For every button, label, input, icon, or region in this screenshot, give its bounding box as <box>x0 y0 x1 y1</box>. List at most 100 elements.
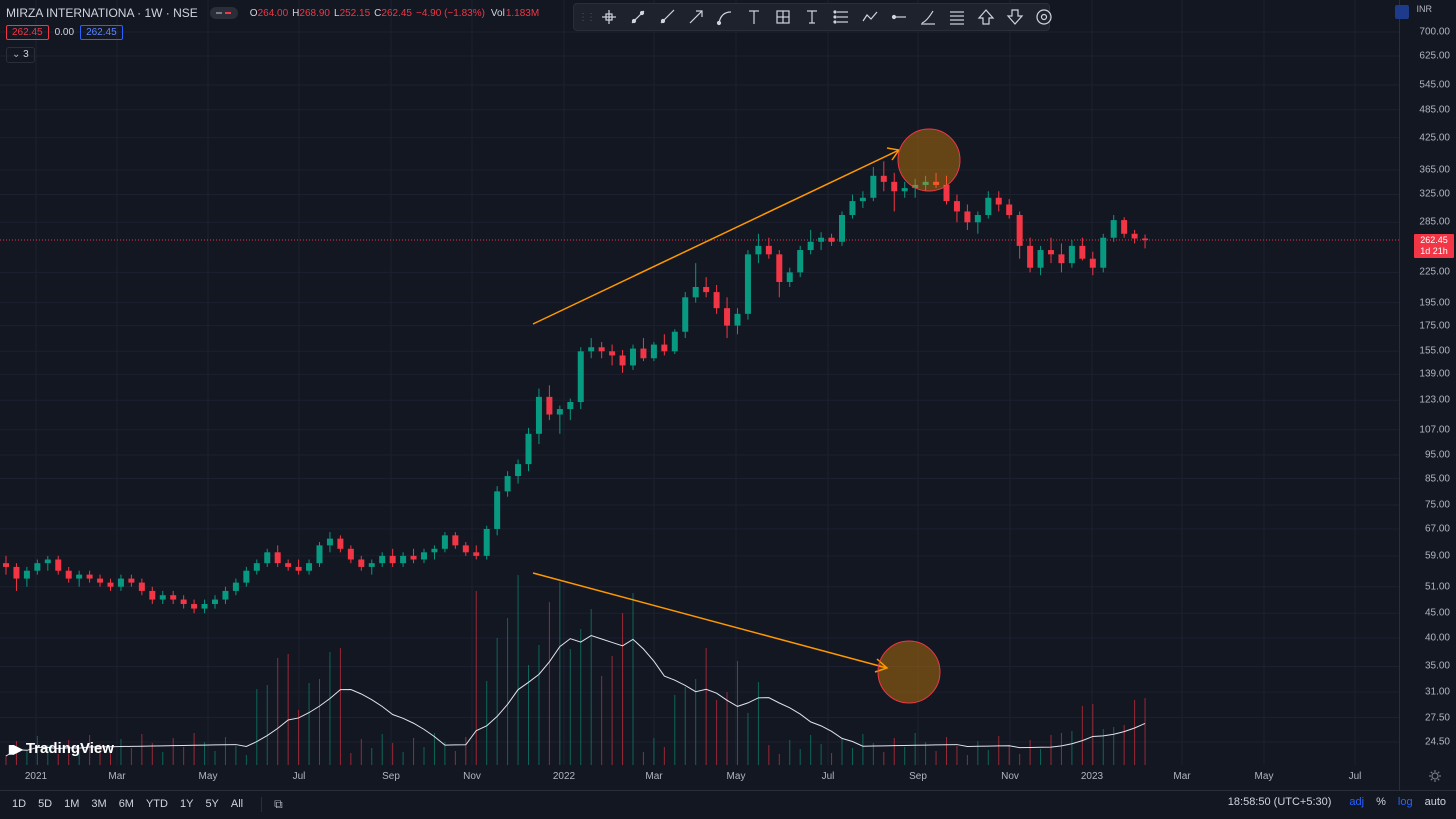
range-button-5d[interactable]: 5D <box>38 798 53 810</box>
volume-bar <box>360 739 362 765</box>
range-button-6m[interactable]: 6M <box>118 798 134 810</box>
volume-label: Vol <box>490 7 505 19</box>
vertical-text-icon[interactable] <box>797 5 826 29</box>
price-axis[interactable]: 700.00 625.00 545.00 485.00 425.00 365.00 325.… <box>1399 0 1456 790</box>
volume-bar <box>977 741 979 765</box>
arrow-down-icon[interactable] <box>1000 5 1029 29</box>
range-button-1d[interactable]: 1D <box>12 798 27 810</box>
price-tick-label: 139.00 <box>1419 368 1450 380</box>
volume-bar <box>47 745 49 765</box>
range-button-ytd[interactable]: YTD <box>145 798 168 810</box>
volume-bar <box>653 738 655 765</box>
annotation-arrow-volume[interactable] <box>532 572 889 673</box>
volume-bar <box>277 658 279 765</box>
candle <box>107 578 114 591</box>
ray-line-icon[interactable] <box>652 5 681 29</box>
candle <box>891 172 898 212</box>
volume-bar <box>831 753 833 765</box>
horizontal-ray-icon[interactable] <box>884 5 913 29</box>
range-button-all[interactable]: All <box>230 798 244 810</box>
arrow-line-icon[interactable] <box>681 5 710 29</box>
candle <box>243 566 250 587</box>
adj-toggle[interactable]: adj <box>1349 796 1365 808</box>
range-button-5y[interactable]: 5Y <box>205 798 219 810</box>
candle <box>1121 217 1128 238</box>
candle <box>828 233 835 246</box>
annotation-circle-price[interactable] <box>897 128 961 192</box>
volume-bar <box>5 755 7 765</box>
price-tick-label: 27.50 <box>1424 712 1450 724</box>
range-button-3m[interactable]: 3M <box>91 798 107 810</box>
drag-handle-icon[interactable]: ⋮⋮ <box>578 11 596 23</box>
candle <box>1068 240 1075 268</box>
price-tick-label: 545.00 <box>1419 79 1450 91</box>
trend-line-icon[interactable] <box>623 5 652 29</box>
ohlc-values: O264.00 H268.90 L252.15 C262.45 −4.90 (−1.83… <box>250 8 485 19</box>
volume-bar <box>235 746 237 765</box>
time-tick-label: Jul <box>1348 771 1362 782</box>
gear-icon[interactable] <box>1428 769 1442 783</box>
volume-bar <box>1134 700 1136 765</box>
candle <box>671 329 678 355</box>
candle <box>170 590 177 605</box>
annotation-circle-volume[interactable] <box>877 640 941 704</box>
compare-range-icon[interactable]: ⧉ <box>261 796 283 812</box>
lines-icon[interactable] <box>942 5 971 29</box>
volume-bar <box>120 739 122 765</box>
text-icon[interactable] <box>739 5 768 29</box>
symbol-title[interactable]: MIRZA INTERNATIONA · 1W · NSE <box>6 6 198 20</box>
indicator-collapse-button[interactable]: ⌄ 3 <box>6 47 35 63</box>
time-tick-label: 2021 <box>24 771 48 782</box>
candle <box>274 545 281 567</box>
volume-bar <box>925 742 927 765</box>
price-tick-label: 625.00 <box>1419 50 1450 62</box>
price-tick-label: 325.00 <box>1419 188 1450 200</box>
candle <box>943 175 950 205</box>
auto-toggle[interactable]: auto <box>1424 796 1446 808</box>
annotation-arrow-price[interactable] <box>532 147 901 325</box>
volume-bar <box>862 734 864 765</box>
arrow-up-icon[interactable] <box>971 5 1000 29</box>
frame-icon[interactable] <box>768 5 797 29</box>
volume-bar <box>1113 727 1115 765</box>
volume-bar <box>99 744 101 765</box>
candle <box>462 541 469 556</box>
candle <box>504 471 511 497</box>
tradingview-logo[interactable]: ▮▶ TradingView <box>8 740 114 757</box>
currency-icon[interactable] <box>1395 5 1409 19</box>
clock[interactable]: 18:58:50 (UTC+5:30) <box>1227 796 1332 808</box>
volume-bar <box>695 679 697 765</box>
range-button-1m[interactable]: 1M <box>64 798 80 810</box>
candle <box>797 245 804 278</box>
currency-label[interactable]: INR <box>1416 4 1433 14</box>
candle <box>117 574 124 591</box>
path-icon[interactable] <box>855 5 884 29</box>
crosshair-icon[interactable] <box>594 5 623 29</box>
candle <box>744 250 751 320</box>
volume-bar <box>1019 754 1021 765</box>
volume-bar <box>151 743 153 765</box>
volume-bar <box>224 737 226 765</box>
sell-price-badge[interactable]: 262.45 <box>6 25 49 40</box>
volume-bar <box>601 676 603 765</box>
ohlc-key: H <box>292 7 300 19</box>
price-chart[interactable] <box>0 0 1400 790</box>
log-toggle[interactable]: log <box>1397 796 1413 808</box>
candle <box>933 172 940 189</box>
legend-toggle-icon[interactable] <box>209 7 238 19</box>
spread-value: 0.00 <box>54 27 75 38</box>
brush-icon[interactable] <box>913 5 942 29</box>
candle <box>159 590 166 605</box>
range-button-1y[interactable]: 1Y <box>179 798 194 810</box>
logo-text: TradingView <box>25 740 114 757</box>
percent-toggle[interactable]: % <box>1376 796 1386 808</box>
ohlc-key: O <box>249 7 258 19</box>
candle <box>326 532 333 553</box>
candle <box>253 559 260 575</box>
buy-price-badge[interactable]: 262.45 <box>80 25 123 40</box>
curve-icon[interactable] <box>710 5 739 29</box>
fib-icon[interactable] <box>826 5 855 29</box>
target-icon[interactable] <box>1029 5 1058 29</box>
candle <box>598 341 605 359</box>
volume-bar <box>810 735 812 765</box>
